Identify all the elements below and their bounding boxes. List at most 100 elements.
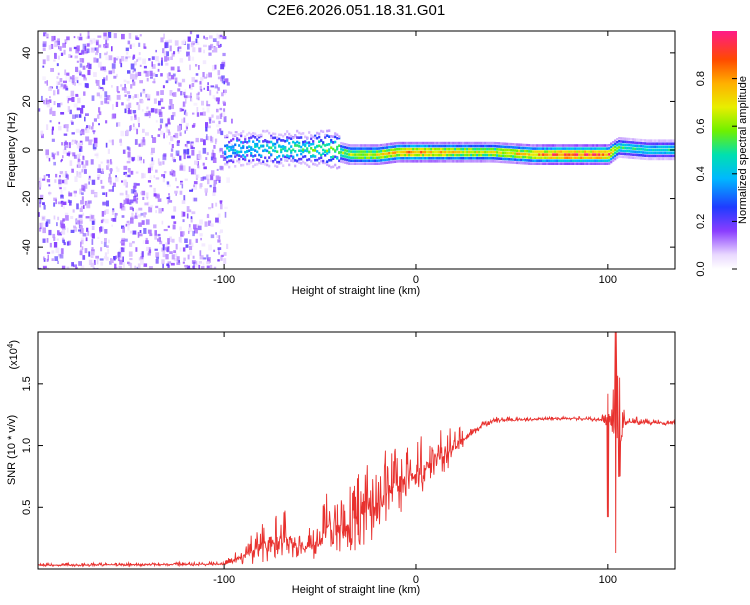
ridge-cell (524, 152, 527, 156)
noise-cell (213, 179, 217, 185)
ridge-cell (508, 154, 511, 158)
ridge-cell (498, 145, 501, 148)
noise-cell (56, 80, 58, 85)
spectrogram-x-axis-label: Height of straight line (km) (292, 285, 420, 297)
noise-cell (170, 262, 175, 266)
noise-cell (174, 77, 178, 84)
ridge-cell (470, 160, 473, 163)
noise-cell (123, 79, 127, 83)
noise-cell (150, 160, 155, 165)
ridge-cell (230, 139, 233, 142)
noise-cell (206, 265, 210, 269)
ridge-cell (444, 160, 447, 163)
noise-cell (59, 171, 64, 175)
ridge-cell (482, 150, 485, 154)
noise-cell (171, 172, 176, 176)
snr-background (38, 332, 675, 569)
noise-cell (199, 81, 202, 85)
ridge-cell (634, 138, 637, 141)
colorbar-ticks: 0.00.20.40.60.8 (695, 71, 737, 277)
ridge-cell (380, 147, 383, 150)
noise-cell (86, 227, 89, 232)
ridge-cell (232, 145, 235, 148)
noise-cell (167, 184, 171, 187)
noise-cell (93, 72, 97, 77)
ridge-cell (516, 155, 519, 158)
ridge-cell (562, 162, 565, 165)
ridge-cell (404, 160, 407, 163)
noise-cell (125, 198, 130, 204)
noise-cell (114, 212, 117, 219)
ridge-cell (412, 150, 415, 154)
noise-cell (58, 176, 61, 181)
noise-cell (71, 168, 74, 173)
ridge-cell (598, 150, 601, 153)
noise-cell (143, 70, 147, 74)
noise-cell (219, 113, 222, 119)
noise-cell (80, 108, 84, 114)
ridge-cell (658, 148, 661, 152)
ridge-cell (460, 141, 463, 145)
noise-cell (137, 104, 141, 111)
ridge-cell (654, 142, 657, 145)
noise-cell (115, 177, 119, 182)
noise-cell (109, 168, 113, 172)
ridge-cell (236, 139, 239, 142)
ridge-cell (658, 145, 661, 148)
noise-cell (119, 202, 123, 209)
ridge-cell (404, 147, 407, 151)
ridge-cell (396, 144, 399, 148)
ridge-cell (630, 156, 633, 159)
noise-cell (70, 229, 75, 233)
noise-cell (46, 55, 50, 62)
ridge-cell (634, 144, 637, 147)
noise-cell (176, 262, 181, 265)
noise-cell (82, 65, 86, 70)
ridge-cell (558, 159, 561, 162)
ridge-cell (282, 139, 285, 142)
noise-cell (157, 198, 162, 202)
noise-cell (167, 261, 172, 264)
noise-cell (143, 46, 147, 49)
ridge-cell (320, 159, 323, 163)
noise-cell (51, 128, 54, 135)
noise-cell (116, 56, 120, 60)
ridge-cell (562, 153, 565, 156)
noise-cell (80, 241, 82, 248)
ridge-cell (440, 150, 443, 154)
ridge-cell (528, 153, 531, 156)
ridge-cell (362, 147, 365, 150)
ridge-cell (358, 150, 361, 153)
ridge-cell (582, 156, 585, 159)
ridge-cell (446, 144, 449, 148)
ridge-cell (670, 139, 673, 142)
noise-cell (115, 175, 117, 178)
ridge-cell (354, 147, 357, 150)
noise-cell (52, 110, 56, 116)
ridge-cell (666, 151, 669, 155)
ridge-cell (622, 155, 625, 159)
ridge-cell (572, 144, 575, 147)
noise-cell (221, 75, 225, 79)
ridge-cell (432, 144, 435, 148)
ridge-cell (642, 142, 645, 145)
ridge-cell (430, 147, 433, 151)
ridge-cell (246, 149, 249, 153)
ridge-cell (292, 148, 295, 152)
noise-cell (223, 252, 227, 256)
noise-cell (136, 183, 140, 186)
ridge-cell (614, 148, 617, 152)
ridge-cell (666, 142, 669, 145)
noise-cell (105, 120, 108, 124)
ridge-cell (284, 146, 287, 149)
noise-cell (160, 37, 164, 43)
noise-cell (92, 122, 94, 127)
noise-cell (157, 233, 161, 237)
noise-cell (98, 111, 102, 116)
ridge-cell (586, 153, 589, 156)
noise-cell (197, 154, 202, 159)
ridge-cell (496, 154, 499, 157)
noise-cell (101, 226, 104, 232)
ridge-cell (484, 141, 487, 145)
noise-cell (120, 84, 123, 87)
